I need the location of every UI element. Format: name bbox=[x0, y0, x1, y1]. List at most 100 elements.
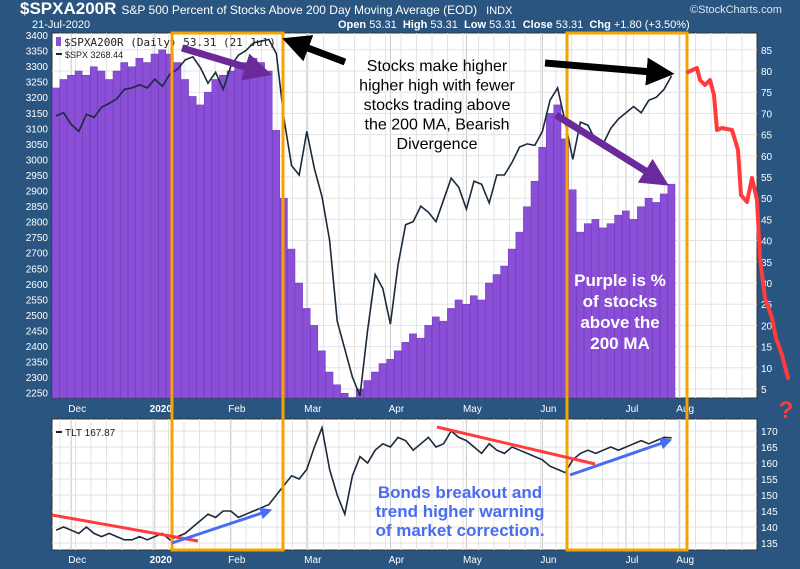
spxa200r-bar bbox=[599, 227, 607, 399]
right-axis-tick: 5 bbox=[761, 385, 767, 396]
black-arrow-icon bbox=[282, 35, 347, 66]
spxa200r-bar bbox=[553, 104, 562, 399]
spxa200r-bar bbox=[241, 62, 250, 399]
legend-bar-swatch bbox=[56, 37, 61, 46]
exchange: INDX bbox=[486, 5, 513, 17]
divergence-annotation: Divergence bbox=[397, 136, 478, 153]
left-axis-tick: 2900 bbox=[26, 187, 49, 198]
x-axis-tick: Apr bbox=[389, 555, 405, 566]
spxa200r-bar bbox=[333, 384, 341, 399]
legend-spx: $SPX 3268.44 bbox=[65, 50, 123, 60]
spxa200r-bar bbox=[264, 70, 273, 399]
red-projection-line bbox=[686, 66, 790, 380]
right-axis-tick: 35 bbox=[761, 258, 773, 269]
spxa200r-bar bbox=[105, 79, 113, 399]
right-axis-tick: 65 bbox=[761, 131, 773, 142]
right-axis-tick: 55 bbox=[761, 173, 773, 184]
right-axis-tick: 75 bbox=[761, 88, 773, 99]
spxa200r-bar bbox=[644, 197, 653, 399]
x-axis-tick: Dec bbox=[68, 555, 86, 566]
high-value: 53.31 bbox=[430, 19, 458, 31]
x-axis-tick: Aug bbox=[676, 404, 694, 415]
right-axis-tick: 15 bbox=[761, 343, 773, 354]
spxa200r-bar bbox=[378, 363, 387, 399]
bonds-annotation: of market correction. bbox=[375, 521, 544, 540]
spxa200r-bar bbox=[120, 62, 129, 399]
spxa200r-bar bbox=[393, 350, 402, 399]
spxa200r-bar bbox=[363, 380, 372, 399]
spxa200r-bar bbox=[621, 210, 630, 399]
spxa200r-bar bbox=[257, 62, 265, 399]
low-value: 53.31 bbox=[489, 19, 517, 31]
left-axis-tick: 2950 bbox=[26, 171, 49, 182]
x-axis-tick: Mar bbox=[304, 404, 322, 415]
spxa200r-bar bbox=[310, 325, 319, 399]
spxa200r-bar bbox=[51, 87, 60, 399]
x-axis-tick: Jun bbox=[540, 404, 556, 415]
close-value: 53.31 bbox=[555, 19, 584, 31]
bonds-annotation: Bonds breakout and bbox=[378, 483, 542, 502]
spxa200r-bar bbox=[606, 223, 615, 399]
spxa200r-bar bbox=[561, 138, 569, 399]
spxa200r-bar bbox=[203, 91, 212, 399]
right-axis-tick: 70 bbox=[761, 109, 773, 120]
legend-line-swatch bbox=[56, 53, 62, 55]
left-axis-tick: 2800 bbox=[26, 218, 49, 229]
legend-spxa200r: $SPXA200R (Daily) 53.31 (21 Jul) bbox=[64, 36, 276, 49]
spxa200r-bar bbox=[515, 231, 524, 399]
left-axis-tick: 2750 bbox=[26, 233, 49, 244]
title-row: $SPXA200R S&P 500 Percent of Stocks Abov… bbox=[20, 0, 512, 18]
spxa200r-bar bbox=[249, 58, 258, 399]
spxa200r-bar bbox=[295, 282, 303, 399]
spxa200r-bar bbox=[576, 231, 585, 399]
spxa200r-bar bbox=[454, 299, 463, 399]
spxa200r-bar bbox=[89, 66, 98, 399]
purple-arrow-icon bbox=[180, 44, 273, 81]
left-axis-tick: 3400 bbox=[26, 31, 49, 42]
tlt-axis-tick: 160 bbox=[761, 459, 778, 470]
left-axis-tick: 3300 bbox=[26, 62, 49, 73]
spxa200r-bar bbox=[348, 397, 357, 399]
spxa200r-bar bbox=[485, 282, 493, 399]
spxa200r-bar bbox=[219, 74, 227, 399]
spxa200r-bar bbox=[424, 325, 433, 399]
spxa200r-bar bbox=[234, 66, 243, 399]
left-axis-tick: 2850 bbox=[26, 202, 49, 213]
divergence-annotation: the 200 MA, Bearish bbox=[365, 117, 510, 134]
left-axis-tick: 2250 bbox=[26, 389, 49, 400]
divergence-annotation: higher high with fewer bbox=[359, 78, 515, 95]
left-axis-tick: 3050 bbox=[26, 140, 49, 151]
spxa200r-bar bbox=[416, 337, 425, 399]
x-axis-tick: 2020 bbox=[150, 404, 173, 415]
spxa200r-bar bbox=[74, 70, 83, 399]
spxa200r-bar bbox=[637, 206, 645, 399]
spxa200r-bar bbox=[135, 58, 144, 399]
spxa200r-bar bbox=[82, 74, 91, 399]
red-trend-line bbox=[51, 513, 199, 543]
spxa200r-bar bbox=[462, 303, 471, 399]
left-axis-tick: 2300 bbox=[26, 373, 49, 384]
spxa200r-bar bbox=[173, 62, 182, 399]
x-axis-tick: Jul bbox=[626, 404, 639, 415]
spxa200r-bar bbox=[226, 70, 235, 399]
symbol: $SPXA200R bbox=[20, 0, 117, 18]
spxa200r-bar bbox=[530, 180, 539, 399]
blue-arrow-icon bbox=[569, 437, 673, 477]
spxa200r-bar bbox=[659, 193, 668, 399]
spxa200r-bar bbox=[492, 274, 501, 399]
red-trend-line bbox=[436, 425, 596, 466]
right-axis-tick: 20 bbox=[761, 321, 773, 332]
spxa200r-bar bbox=[523, 206, 531, 399]
spxa200r-bar bbox=[614, 214, 623, 399]
left-axis-tick: 2600 bbox=[26, 280, 49, 291]
spxa200r-bar bbox=[545, 113, 554, 399]
x-axis-tick: Dec bbox=[68, 404, 86, 415]
x-axis-tick: Jul bbox=[626, 555, 639, 566]
purple-annotation: Purple is % bbox=[574, 271, 666, 290]
spxa200r-bar bbox=[325, 371, 334, 399]
right-axis-tick: 10 bbox=[761, 364, 773, 375]
spxa200r-bar bbox=[211, 79, 220, 399]
blue-arrow-icon bbox=[171, 507, 273, 545]
highlight-box-jun-jul bbox=[565, 31, 689, 552]
